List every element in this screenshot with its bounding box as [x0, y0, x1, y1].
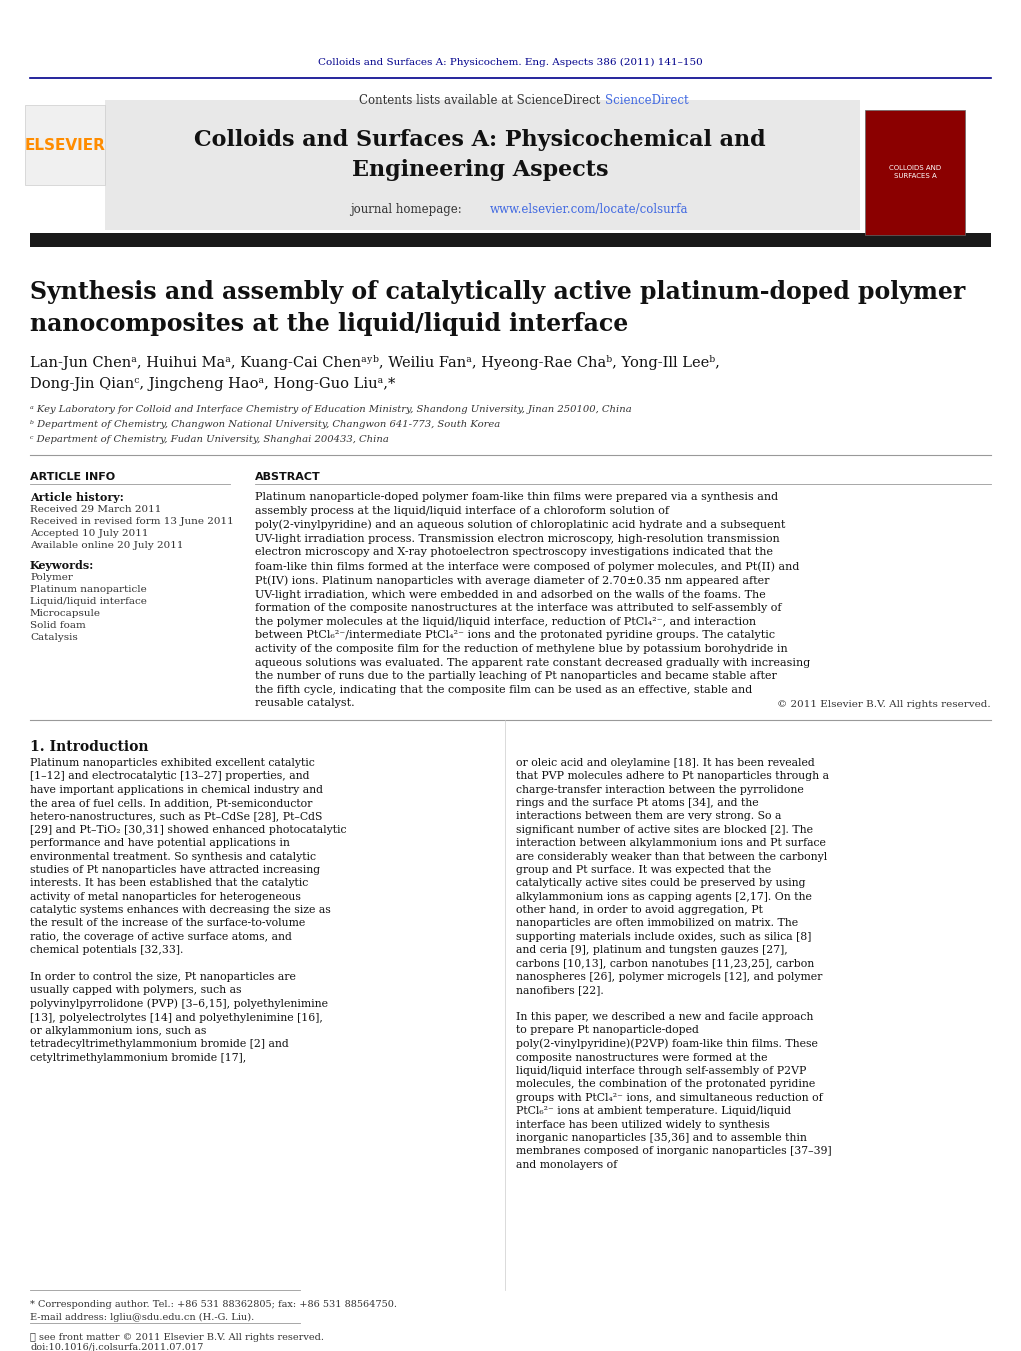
Text: 1. Introduction: 1. Introduction — [30, 740, 148, 754]
Text: Colloids and Surfaces A: Physicochemical and
Engineering Aspects: Colloids and Surfaces A: Physicochemical… — [194, 128, 766, 181]
Text: Available online 20 July 2011: Available online 20 July 2011 — [30, 540, 184, 550]
Text: journal homepage:: journal homepage: — [350, 204, 466, 216]
Text: COLLOIDS AND
SURFACES A: COLLOIDS AND SURFACES A — [889, 166, 941, 178]
Text: ScienceDirect: ScienceDirect — [605, 93, 688, 107]
Text: or oleic acid and oleylamine [18]. It has been revealed
that PVP molecules adher: or oleic acid and oleylamine [18]. It ha… — [516, 758, 832, 1170]
Text: Solid foam: Solid foam — [30, 621, 86, 630]
Text: ARTICLE INFO: ARTICLE INFO — [30, 471, 115, 482]
Text: Article history:: Article history: — [30, 492, 124, 503]
Text: Liquid/liquid interface: Liquid/liquid interface — [30, 597, 147, 607]
Text: * Corresponding author. Tel.: +86 531 88362805; fax: +86 531 88564750.: * Corresponding author. Tel.: +86 531 88… — [30, 1300, 397, 1309]
Text: ᶜ Department of Chemistry, Fudan University, Shanghai 200433, China: ᶜ Department of Chemistry, Fudan Univers… — [30, 435, 389, 444]
Text: E-mail address: lgliu@sdu.edu.cn (H.-G. Liu).: E-mail address: lgliu@sdu.edu.cn (H.-G. … — [30, 1313, 254, 1323]
Text: ᵇ Department of Chemistry, Changwon National University, Changwon 641-773, South: ᵇ Department of Chemistry, Changwon Nati… — [30, 420, 500, 430]
Text: Accepted 10 July 2011: Accepted 10 July 2011 — [30, 530, 148, 538]
Bar — [105, 100, 860, 230]
Text: © 2011 Elsevier B.V. All rights reserved.: © 2011 Elsevier B.V. All rights reserved… — [777, 700, 991, 709]
Text: Received in revised form 13 June 2011: Received in revised form 13 June 2011 — [30, 517, 234, 526]
Text: Catalysis: Catalysis — [30, 634, 78, 642]
Bar — [25, 105, 105, 185]
Text: Platinum nanoparticle-doped polymer foam-like thin films were prepared via a syn: Platinum nanoparticle-doped polymer foam… — [255, 492, 811, 708]
Bar — [30, 232, 991, 247]
Text: ELSEVIER: ELSEVIER — [25, 138, 105, 153]
Text: Received 29 March 2011: Received 29 March 2011 — [30, 505, 161, 513]
Text: Colloids and Surfaces A: Physicochem. Eng. Aspects 386 (2011) 141–150: Colloids and Surfaces A: Physicochem. En… — [318, 58, 702, 66]
Text: Keywords:: Keywords: — [30, 561, 94, 571]
Text: www.elsevier.com/locate/colsurfa: www.elsevier.com/locate/colsurfa — [490, 204, 688, 216]
Text: Polymer: Polymer — [30, 573, 72, 582]
Bar — [865, 109, 965, 235]
Text: ★ see front matter © 2011 Elsevier B.V. All rights reserved.: ★ see front matter © 2011 Elsevier B.V. … — [30, 1333, 324, 1342]
Text: Platinum nanoparticle: Platinum nanoparticle — [30, 585, 147, 594]
Text: ELSEVIER: ELSEVIER — [25, 138, 105, 153]
Text: ABSTRACT: ABSTRACT — [255, 471, 321, 482]
Text: Platinum nanoparticles exhibited excellent catalytic
[1–12] and electrocatalytic: Platinum nanoparticles exhibited excelle… — [30, 758, 346, 1063]
Text: Microcapsule: Microcapsule — [30, 609, 101, 617]
Text: Synthesis and assembly of catalytically active platinum-doped polymer
nanocompos: Synthesis and assembly of catalytically … — [30, 280, 965, 335]
Text: Lan-Jun Chenᵃ, Huihui Maᵃ, Kuang-Cai Chenᵃʸᵇ, Weiliu Fanᵃ, Hyeong-Rae Chaᵇ, Yong: Lan-Jun Chenᵃ, Huihui Maᵃ, Kuang-Cai Che… — [30, 355, 720, 390]
Text: ᵃ Key Laboratory for Colloid and Interface Chemistry of Education Ministry, Shan: ᵃ Key Laboratory for Colloid and Interfa… — [30, 405, 632, 413]
Text: Contents lists available at ScienceDirect: Contents lists available at ScienceDirec… — [359, 93, 600, 107]
Text: doi:10.1016/j.colsurfa.2011.07.017: doi:10.1016/j.colsurfa.2011.07.017 — [30, 1343, 203, 1351]
